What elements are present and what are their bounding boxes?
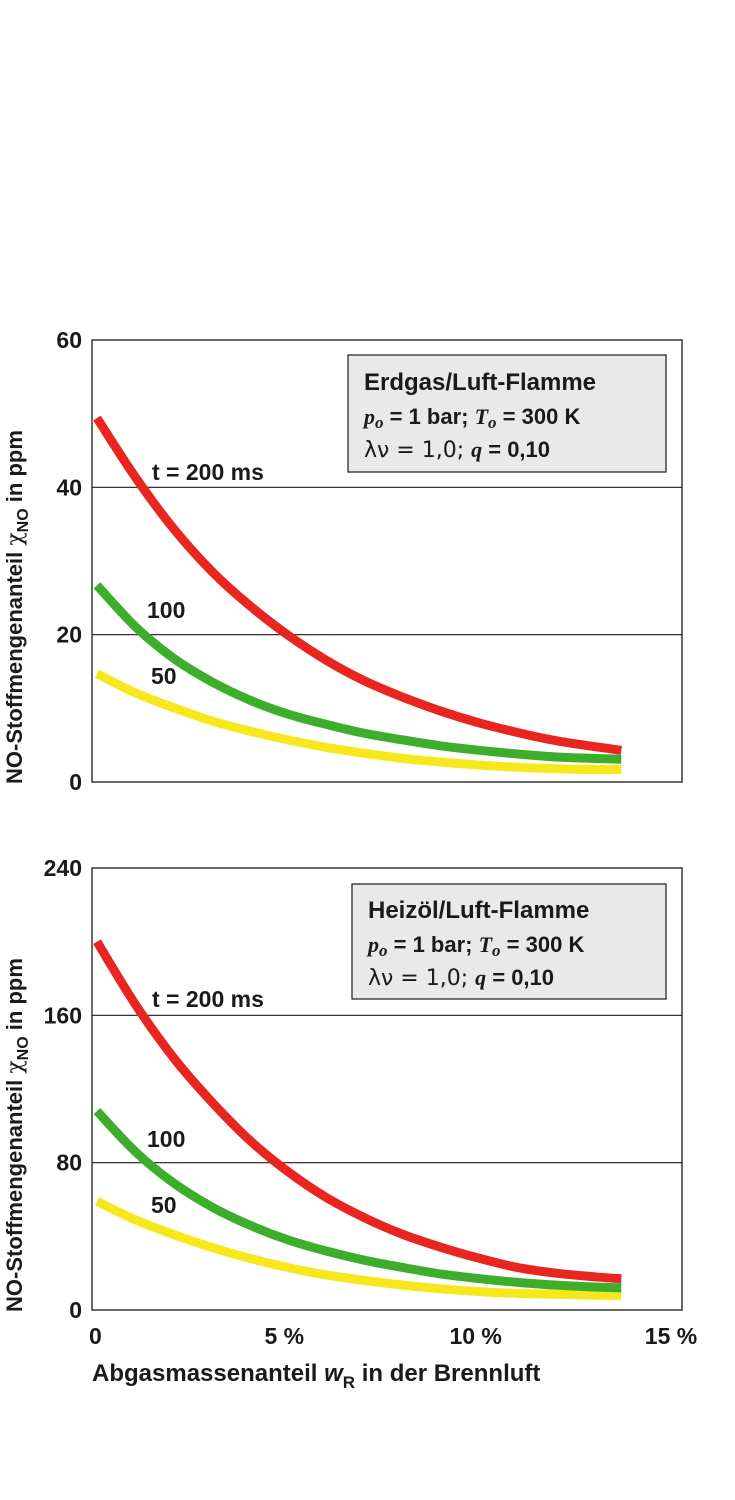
info-box-title: Erdgas/Luft-Flamme (364, 369, 596, 396)
info-box-conditions: po = 1 bar; To = 300 K (362, 404, 580, 432)
y-tick-label: 0 (69, 1297, 82, 1323)
x-tick-label: 15 % (645, 1323, 697, 1349)
curve-label-50: 50 (151, 1192, 177, 1218)
y-tick-labels: 0 80 160 240 (44, 855, 82, 1323)
y-tick-label: 20 (56, 622, 82, 648)
plot-frame (91, 867, 683, 1311)
y-tick-label: 160 (44, 1002, 82, 1028)
y-tick-labels: 0 20 40 60 (56, 327, 82, 795)
gridlines (92, 486, 682, 636)
plot-frame (91, 339, 683, 783)
info-box-title: Heizöl/Luft-Flamme (368, 897, 589, 924)
info-box: Heizöl/Luft-Flamme po = 1 bar; To = 300 … (351, 883, 667, 1000)
info-box-conditions: po = 1 bar; To = 300 K (366, 932, 584, 960)
x-tick-label: 5 % (265, 1323, 305, 1349)
info-box-background (351, 883, 667, 1000)
curve-label-100: 100 (147, 1126, 185, 1152)
series-line-100 (93, 582, 622, 764)
y-tick-label: 80 (56, 1150, 82, 1176)
x-tick-labels: 0 5 % 10 % 15 % (89, 1323, 697, 1349)
y-tick-label: 0 (69, 769, 82, 795)
curve-label-50: 50 (151, 663, 177, 689)
info-box-background (347, 354, 667, 473)
curve-label-200ms: t = 200 ms (152, 986, 264, 1012)
series-line-200ms (93, 939, 622, 1284)
chart-panel-erdgas: NO-Stoffmengenanteil χNO in ppm 0204060 … (2, 327, 683, 795)
y-tick-label: 40 (56, 474, 82, 500)
info-box-parameters: λν = 1,0; q = 0,10 (368, 965, 554, 991)
curve-label-100: 100 (147, 597, 185, 623)
y-tick-label: 60 (56, 327, 82, 353)
series-line-50 (95, 1197, 622, 1300)
chart-panel-heizoel: NO-Stoffmengenanteil χNO in ppm 0 80 160 24… (2, 855, 697, 1392)
y-axis-label: NO-Stoffmengenanteil χNO in ppm (2, 958, 32, 1312)
y-axis-label: NO-Stoffmengenanteil χNO in ppm (2, 430, 32, 784)
x-tick-label: 10 % (449, 1323, 501, 1349)
gridlines (92, 1014, 682, 1164)
series-line-100 (93, 1108, 622, 1293)
series-line-50 (94, 669, 622, 775)
series-line-200ms (93, 415, 622, 755)
info-box-parameters: λν = 1,0; q = 0,10 (364, 437, 550, 463)
info-box: Erdgas/Luft-Flamme po = 1 bar; To = 300 … (347, 354, 667, 473)
data-series (93, 939, 622, 1300)
y-tick-label: 240 (44, 855, 82, 881)
curve-label-200ms: t = 200 ms (152, 459, 264, 485)
x-axis-label: Abgasmassenanteil wR in der Brennluft (92, 1360, 540, 1392)
data-series (93, 415, 622, 775)
x-tick-label: 0 (89, 1323, 102, 1349)
